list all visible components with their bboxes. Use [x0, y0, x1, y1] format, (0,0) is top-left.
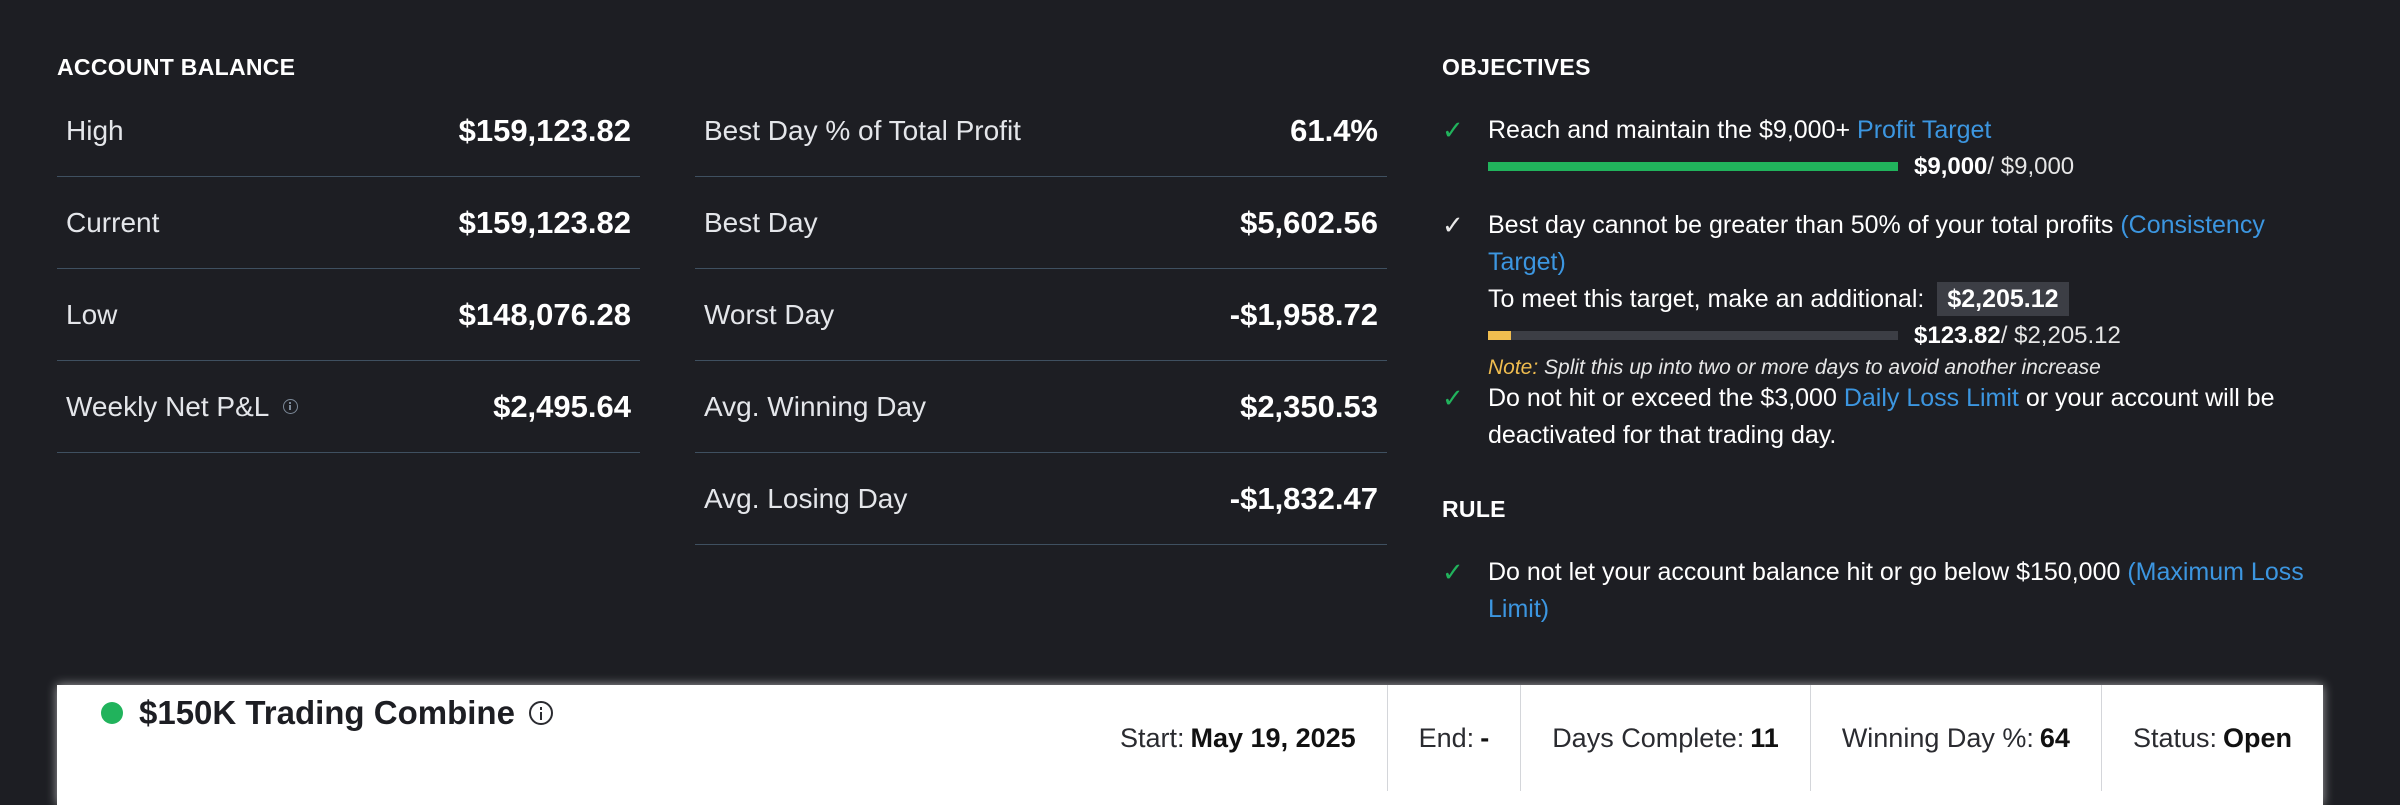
- rule-text: Do not let your account balance hit or g…: [1488, 558, 2128, 586]
- trading-combine-header: $150K Trading Combine Start: May 19, 2025…: [57, 685, 2323, 805]
- field-value: Open: [2222, 722, 2292, 753]
- info-icon[interactable]: [283, 399, 299, 414]
- objective-item: ✓ Best day cannot be greater than 50% of…: [1442, 207, 2322, 384]
- day-stats-table: Best Day % of Total Profit 61.4% Best Da…: [695, 85, 1387, 545]
- field-label: Days Complete:: [1552, 722, 1745, 753]
- field-value: May 19, 2025: [1190, 722, 1356, 753]
- note-text: Split this up into two or more days to a…: [1538, 356, 2101, 379]
- status-dot: [101, 702, 123, 724]
- stat-row-worst-day: Worst Day -$1,958.72: [695, 269, 1387, 361]
- objective-text: Do not hit or exceed the $3,000: [1488, 384, 1844, 412]
- daily-loss-limit-link[interactable]: Daily Loss Limit: [1843, 384, 2019, 412]
- stat-row-avg-losing-day: Avg. Losing Day -$1,832.47: [695, 453, 1387, 545]
- field-label: Start:: [1119, 722, 1185, 753]
- combine-field-days-complete: Days Complete: 11: [1520, 685, 1810, 791]
- note-label: Note:: [1488, 356, 1539, 379]
- stat-row-weekly-net-pl: Weekly Net P&L $2,495.64: [57, 361, 640, 453]
- stat-label: Best Day: [704, 206, 818, 238]
- consistency-note: Note: Split this up into two or more day…: [1488, 352, 2322, 384]
- stat-label: Avg. Losing Day: [704, 482, 908, 514]
- objective-item: ✓ Reach and maintain the $9,000+ Profit …: [1442, 112, 2322, 183]
- stat-value: -$1,832.47: [1229, 480, 1378, 516]
- additional-text: To meet this target, make an additional:: [1488, 285, 1925, 313]
- objective-item: ✓ Do not hit or exceed the $3,000 Daily …: [1442, 380, 2322, 454]
- stat-label: Low: [66, 298, 118, 330]
- stat-value: $148,076.28: [458, 296, 631, 332]
- objective-consistency-target: ✓ Best day cannot be greater than 50% of…: [1442, 207, 2322, 384]
- stat-value: $2,495.64: [493, 388, 631, 424]
- stat-value: $5,602.56: [1240, 204, 1378, 240]
- stat-label: Worst Day: [704, 298, 835, 330]
- consistency-progress: $123.82 / $2,205.12: [1488, 318, 2322, 352]
- progress-bar: [1488, 330, 1898, 340]
- stat-value: $159,123.82: [458, 204, 631, 240]
- objective-daily-loss-limit: ✓ Do not hit or exceed the $3,000 Daily …: [1442, 380, 2322, 454]
- consistency-target-link[interactable]: (Consistency Target): [1488, 211, 2265, 276]
- progress-bar-fill: [1488, 330, 1511, 340]
- account-balance-table: High $159,123.82 Current $159,123.82 Low…: [57, 85, 640, 453]
- combine-field-start: Start: May 19, 2025: [1089, 685, 1387, 791]
- stat-value: $159,123.82: [458, 112, 631, 148]
- check-icon: ✓: [1442, 210, 1464, 240]
- combine-field-status: Status: Open: [2100, 685, 2323, 791]
- stat-label: High: [66, 114, 124, 146]
- check-icon: ✓: [1442, 115, 1464, 145]
- objective-profit-target: ✓ Reach and maintain the $9,000+ Profit …: [1442, 112, 2322, 183]
- objective-text: Best day cannot be greater than 50% of y…: [1488, 211, 2121, 239]
- rule-title: RULE: [1442, 496, 1506, 522]
- stat-value: 61.4%: [1290, 112, 1378, 148]
- profit-target-link[interactable]: Profit Target: [1857, 116, 1992, 144]
- maximum-loss-limit-link[interactable]: (Maximum Loss Limit): [1488, 558, 2304, 623]
- field-label: Status:: [2132, 722, 2217, 753]
- progress-total: / $2,205.12: [2000, 321, 2121, 349]
- combine-field-end: End: -: [1386, 685, 1521, 791]
- progress-current: $9,000: [1914, 152, 1988, 180]
- progress-total: / $9,000: [1987, 152, 2075, 180]
- progress-current: $123.82: [1914, 321, 2001, 349]
- profit-progress: $9,000 / $9,000: [1488, 149, 2322, 183]
- combine-field-winning-day-pct: Winning Day %: 64: [1809, 685, 2101, 791]
- progress-bar: [1488, 161, 1898, 171]
- objective-text: Reach and maintain the $9,000+: [1488, 116, 1858, 144]
- combine-title: $150K Trading Combine: [101, 653, 553, 773]
- check-icon: ✓: [1442, 383, 1464, 413]
- stat-label: Avg. Winning Day: [704, 390, 927, 422]
- info-icon[interactable]: [528, 701, 553, 725]
- stat-value: $2,350.53: [1240, 388, 1378, 424]
- account-balance-title: ACCOUNT BALANCE: [57, 54, 296, 80]
- stat-row-current: Current $159,123.82: [57, 177, 640, 269]
- combine-fields: Start: May 19, 2025 End: - Days Complete: 1…: [1089, 685, 2323, 791]
- field-label: End:: [1418, 722, 1475, 753]
- stat-row-best-day-pct: Best Day % of Total Profit 61.4%: [695, 85, 1387, 177]
- stat-value: -$1,958.72: [1229, 296, 1378, 332]
- stat-row-avg-winning-day: Avg. Winning Day $2,350.53: [695, 361, 1387, 453]
- stat-label-text: Weekly Net P&L: [66, 390, 270, 422]
- field-value: 11: [1750, 722, 1779, 753]
- stat-row-low: Low $148,076.28: [57, 269, 640, 361]
- field-value: 64: [2039, 722, 2070, 753]
- combine-title-text: $150K Trading Combine: [139, 694, 515, 731]
- objectives-title: OBJECTIVES: [1442, 54, 1591, 80]
- stat-row-high: High $159,123.82: [57, 85, 640, 177]
- field-label: Winning Day %:: [1841, 722, 2034, 753]
- rule-maximum-loss-limit: ✓ Do not let your account balance hit or…: [1442, 554, 2322, 628]
- stat-label-with-icon: Weekly Net P&L: [66, 390, 299, 423]
- field-value: -: [1480, 722, 1490, 753]
- check-icon: ✓: [1442, 557, 1464, 587]
- rule-item: ✓ Do not let your account balance hit or…: [1442, 554, 2322, 628]
- additional-amount: $2,205.12: [1937, 282, 2069, 316]
- progress-bar-fill: [1488, 161, 1898, 171]
- objective-text-after: or your account will be deactivated for …: [1488, 384, 2275, 449]
- consistency-additional-line: To meet this target, make an additional:…: [1488, 281, 2322, 318]
- stat-row-best-day: Best Day $5,602.56: [695, 177, 1387, 269]
- stat-label: Current: [66, 206, 160, 238]
- stat-label: Best Day % of Total Profit: [704, 114, 1021, 146]
